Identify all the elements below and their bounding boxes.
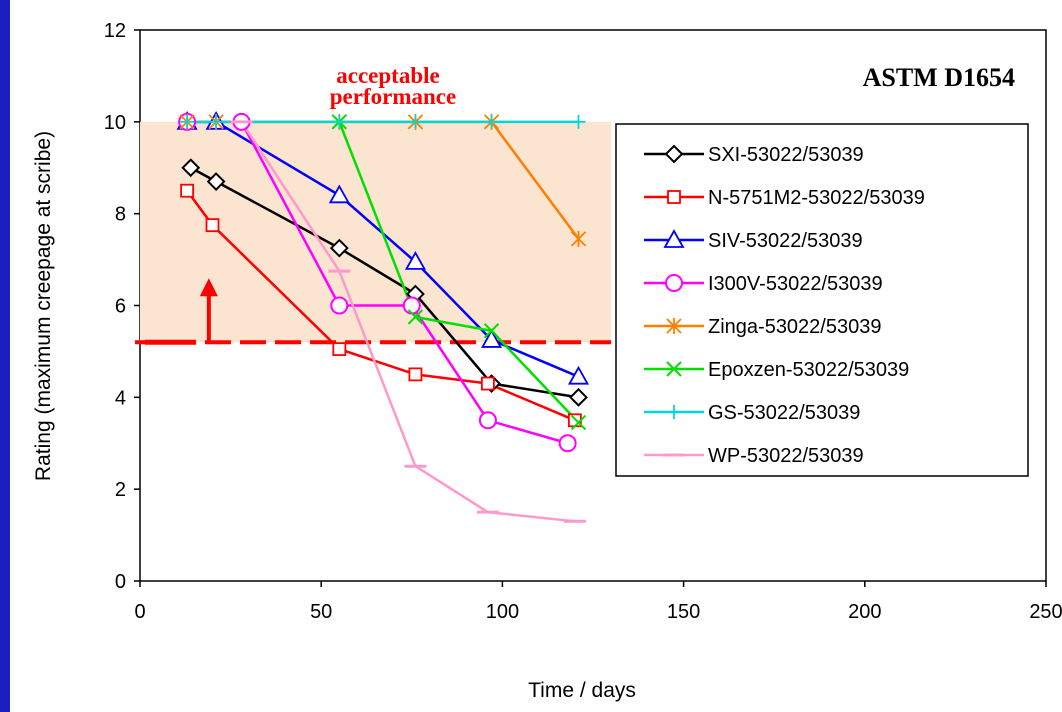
y-axis-title: Rating (maximum creepage at scribe) — [32, 131, 55, 481]
data-point-n-5751m2-53022-53039 — [205, 218, 220, 233]
legend-item-gs-53022-53039: GS-53022/53039 — [644, 402, 860, 424]
data-point-sxi-53022-53039 — [569, 387, 588, 407]
data-point-n-5751m2-53022-53039 — [332, 342, 347, 357]
legend-item-zinga-53022-53039: Zinga-53022/53039 — [644, 316, 881, 338]
legend-item-i300v-53022-53039: I300V-53022/53039 — [644, 273, 883, 295]
data-point-siv-53022-53039 — [480, 329, 503, 348]
data-point-sxi-53022-53039 — [206, 172, 226, 191]
legend-swatch-marker — [663, 229, 685, 248]
x-tick-label: 0 — [134, 601, 145, 623]
data-point-sxi-53022-53039 — [181, 158, 201, 178]
data-point-epoxzen-53022-53039 — [570, 414, 587, 431]
series-line-epoxzen-53022-53039 — [338, 121, 580, 424]
legend-label: Epoxzen-53022/53039 — [708, 359, 909, 381]
legend-item-wp-53022-53039: WP-53022/53039 — [644, 445, 864, 467]
x-tick-label: 50 — [310, 601, 332, 623]
data-point-siv-53022-53039 — [404, 251, 426, 270]
data-point-gs-53022-53039 — [209, 114, 224, 129]
acceptable-annotation-line2: performance — [330, 84, 456, 109]
data-point-i300v-53022-53039 — [330, 296, 349, 315]
markers-layer — [176, 110, 590, 523]
data-point-i300v-53022-53039 — [558, 434, 577, 453]
data-point-n-5751m2-53022-53039 — [180, 183, 195, 198]
legend-label: SIV-53022/53039 — [708, 230, 863, 252]
x-tick-label: 250 — [1029, 601, 1062, 623]
legend-label: Zinga-53022/53039 — [708, 316, 881, 338]
standard-annotation: ASTM D1654 — [863, 63, 1015, 92]
legend-label: SXI-53022/53039 — [708, 144, 864, 166]
y-tick-label: 8 — [115, 204, 126, 226]
legend-swatch-marker — [667, 405, 681, 419]
data-point-siv-53022-53039 — [328, 184, 350, 204]
legend-swatch-marker — [667, 190, 681, 204]
y-tick-label: 2 — [115, 479, 126, 501]
data-point-epoxzen-53022-53039 — [483, 323, 500, 339]
legend-swatch-marker — [666, 318, 682, 334]
legend: SXI-53022/53039 N-5751M2-53022/53039 SIV-5… — [615, 123, 1029, 477]
chart-svg: 0 2 4 6 8 10 12 0 50 100 150 200 250 ASTM D1654 acce… — [32, 20, 1062, 702]
x-tick-label: 100 — [486, 601, 519, 623]
x-tick-label: 200 — [848, 601, 881, 623]
data-point-i300v-53022-53039 — [478, 411, 497, 430]
data-point-i300v-53022-53039 — [402, 296, 421, 315]
data-point-gs-53022-53039 — [571, 114, 586, 129]
legend-label: WP-53022/53039 — [708, 445, 864, 467]
data-point-epoxzen-53022-53039 — [407, 309, 424, 325]
legend-box — [615, 123, 1029, 477]
acceptable-annotation-line1: acceptable — [336, 63, 439, 88]
data-point-gs-53022-53039 — [332, 114, 347, 129]
threshold-arrow-head — [199, 278, 218, 297]
legend-swatch-marker — [664, 144, 684, 164]
data-point-gs-53022-53039 — [180, 114, 195, 129]
legend-swatch-marker — [666, 361, 682, 377]
data-point-zinga-53022-53039 — [570, 230, 587, 247]
y-tick-label: 12 — [104, 20, 126, 42]
y-tick-label: 10 — [104, 112, 126, 134]
legend-label: GS-53022/53039 — [708, 402, 860, 424]
legend-label: I300V-53022/53039 — [708, 273, 883, 295]
axis-ticks-layer: 0 2 4 6 8 10 12 0 50 100 150 200 250 — [104, 20, 1062, 623]
data-point-siv-53022-53039 — [567, 365, 590, 385]
data-point-n-5751m2-53022-53039 — [408, 367, 423, 382]
legend-item-sxi-53022-53039: SXI-53022/53039 — [644, 144, 864, 166]
legend-swatch-marker — [665, 274, 683, 292]
y-tick-label: 0 — [115, 571, 126, 593]
legend-item-epoxzen-53022-53039: Epoxzen-53022/53039 — [644, 359, 909, 381]
legend-items: SXI-53022/53039 N-5751M2-53022/53039 SIV-5… — [644, 144, 925, 467]
y-tick-label: 4 — [115, 387, 126, 409]
legend-item-siv-53022-53039: SIV-53022/53039 — [644, 229, 863, 252]
x-tick-label: 150 — [667, 601, 700, 623]
legend-label: N-5751M2-53022/53039 — [708, 187, 925, 209]
data-point-gs-53022-53039 — [484, 114, 499, 129]
x-axis-title: Time / days — [528, 679, 636, 702]
y-tick-label: 6 — [115, 296, 126, 318]
data-point-gs-53022-53039 — [408, 114, 423, 129]
data-point-n-5751m2-53022-53039 — [481, 376, 495, 391]
legend-item-n-5751m2-53022-53039: N-5751M2-53022/53039 — [644, 187, 925, 209]
data-point-sxi-53022-53039 — [329, 238, 349, 258]
